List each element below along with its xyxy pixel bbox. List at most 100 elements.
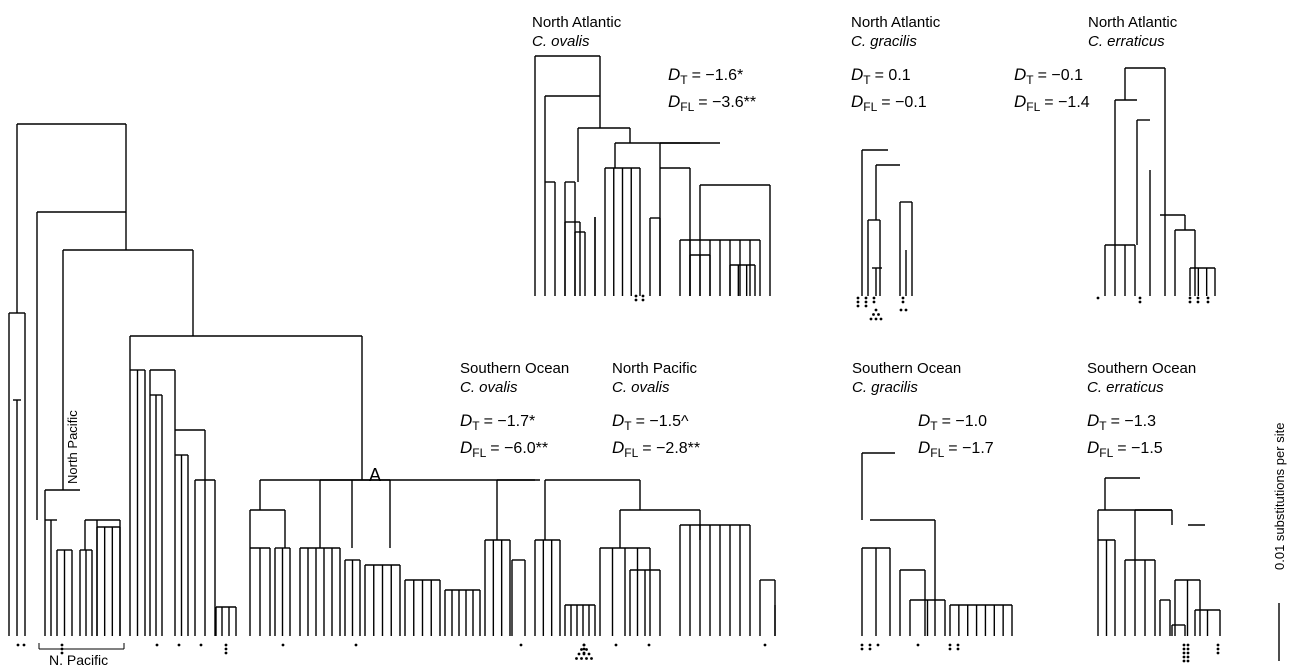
- haplotype-dot: [956, 647, 960, 651]
- haplotype-dot: [354, 643, 358, 647]
- haplotype-dot: [1138, 296, 1142, 300]
- haplotype-dot: [1182, 651, 1186, 655]
- haplotype-dot: [1216, 647, 1220, 651]
- haplotype-dot: [1206, 300, 1210, 304]
- dt-stat: DT = 0.1: [851, 65, 911, 87]
- haplotype-dot: [634, 294, 638, 298]
- haplotype-dot: [614, 643, 618, 647]
- haplotype-dot: [1188, 296, 1192, 300]
- haplotype-dot: [1186, 651, 1190, 655]
- haplotype-dot: [1188, 300, 1192, 304]
- haplotype-dot: [868, 647, 872, 651]
- haplotype-dot: [872, 313, 875, 316]
- haplotype-dot: [22, 643, 26, 647]
- haplotype-dot: [876, 643, 880, 647]
- panel-region: North Atlantic: [532, 14, 622, 31]
- haplotype-dot: [1182, 643, 1186, 647]
- dt-stat: DT = −1.5^: [612, 411, 689, 433]
- haplotype-dot: [1182, 647, 1186, 651]
- haplotype-dot: [872, 300, 876, 304]
- dfl-stat: DFL = −1.4: [1014, 92, 1090, 114]
- haplotype-dot: [519, 643, 523, 647]
- haplotype-dot: [1186, 659, 1190, 663]
- panel-region: North Pacific: [612, 360, 698, 377]
- haplotype-dot: [1216, 643, 1220, 647]
- panel-region: Southern Ocean: [852, 360, 961, 377]
- haplotype-dot: [864, 300, 868, 304]
- haplotype-dot: [860, 643, 864, 647]
- panel-species: C. ovalis: [612, 379, 670, 396]
- panel-so-ovalis: Southern Ocean C. ovalis DT = −1.7* DFL = …: [460, 360, 569, 460]
- haplotype-dot: [901, 300, 905, 304]
- dt-stat: DT = −1.3: [1087, 411, 1156, 433]
- haplotype-dot: [869, 317, 873, 321]
- haplotype-dot: [1182, 655, 1186, 659]
- panel-so-gracilis: Southern Ocean C. gracilis DT = −1.0 DFL =…: [852, 360, 994, 460]
- haplotype-dot: [647, 643, 651, 647]
- haplotype-dot: [1096, 296, 1100, 300]
- haplotype-dot: [60, 651, 64, 655]
- haplotype-dot: [1186, 643, 1190, 647]
- haplotype-dot: [877, 313, 880, 316]
- haplotype-dot: [1196, 296, 1200, 300]
- haplotype-dot: [956, 643, 960, 647]
- panel-species: C. erraticus: [1088, 33, 1165, 50]
- dt-stat: DT = −0.1: [1014, 65, 1083, 87]
- haplotype-dot: [1206, 296, 1210, 300]
- haplotype-dot: [856, 300, 860, 304]
- dt-stat: DT = −1.6*: [668, 65, 743, 87]
- haplotype-dot: [1182, 659, 1186, 663]
- haplotype-dot: [916, 643, 920, 647]
- haplotype-dot: [864, 296, 868, 300]
- haplotype-dot: [1186, 647, 1190, 651]
- panel-np-ovalis: North Pacific C. ovalis DT = −1.5^ DFL = −…: [612, 360, 700, 460]
- haplotype-dot: [580, 657, 583, 660]
- haplotype-dot: [856, 296, 860, 300]
- haplotype-dot: [763, 643, 767, 647]
- n-pacific-bracket: [38, 643, 125, 650]
- haplotype-dot: [1216, 651, 1220, 655]
- haplotype-dot: [155, 643, 159, 647]
- node-label-a: A: [369, 465, 381, 485]
- haplotype-dot: [904, 308, 908, 312]
- dfl-stat: DFL = −1.5: [1087, 438, 1163, 460]
- haplotype-dot: [641, 298, 645, 302]
- dt-stat: DT = −1.0: [918, 411, 987, 433]
- haplotype-dot: [899, 308, 903, 312]
- dfl-stat: DFL = −6.0**: [460, 438, 548, 460]
- haplotype-dot: [872, 296, 876, 300]
- haplotype-dot: [16, 643, 20, 647]
- haplotype-dots: [16, 294, 1220, 663]
- panel-region: North Atlantic: [1088, 14, 1178, 31]
- dfl-stat: DFL = −2.8**: [612, 438, 700, 460]
- haplotype-dot: [1186, 655, 1190, 659]
- haplotype-dot: [864, 304, 868, 308]
- haplotype-dot: [587, 652, 591, 656]
- panel-species: C. ovalis: [532, 33, 590, 50]
- panel-species: C. gracilis: [852, 379, 918, 396]
- haplotype-dot: [856, 304, 860, 308]
- haplotype-dot: [948, 643, 952, 647]
- panel-region: Southern Ocean: [1087, 360, 1196, 377]
- haplotype-dot: [281, 643, 285, 647]
- panel-na-gracilis: North Atlantic C. gracilis DT = 0.1 DFL = …: [851, 14, 941, 114]
- haplotype-dot: [580, 648, 583, 651]
- haplotype-dot: [590, 657, 593, 660]
- haplotype-dot: [868, 643, 872, 647]
- panel-species: C. erraticus: [1087, 379, 1164, 396]
- dfl-stat: DFL = −3.6**: [668, 92, 756, 114]
- north-pacific-clade-label: North Pacific: [65, 410, 80, 484]
- haplotype-dot: [634, 298, 638, 302]
- haplotype-dot: [901, 296, 905, 300]
- haplotype-dot: [874, 317, 878, 321]
- panel-species: C. ovalis: [460, 379, 518, 396]
- panel-region: North Atlantic: [851, 14, 941, 31]
- haplotype-dot: [177, 643, 181, 647]
- haplotype-dot: [582, 652, 586, 656]
- haplotype-dot: [60, 643, 64, 647]
- haplotype-dot: [874, 308, 878, 312]
- haplotype-dot: [948, 647, 952, 651]
- dfl-stat: DFL = −0.1: [851, 92, 927, 114]
- tree-lines: [8, 55, 1221, 636]
